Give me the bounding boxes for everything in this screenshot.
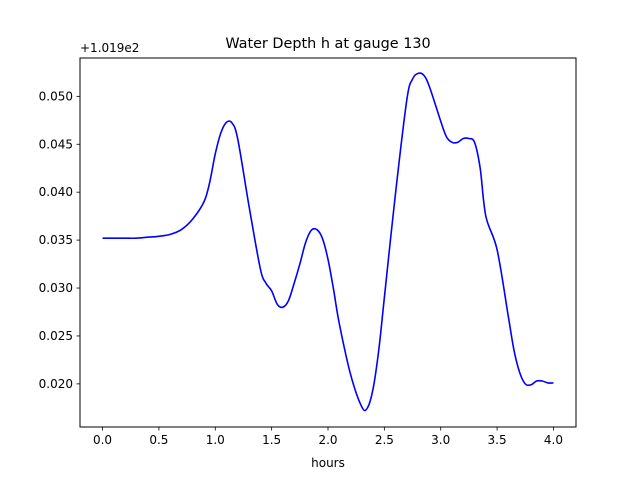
x-tick-label: 1.0 (206, 433, 225, 447)
y-tick-label: 0.040 (39, 185, 73, 199)
y-tick-label: 0.035 (39, 233, 73, 247)
x-tick-label: 1.5 (262, 433, 281, 447)
x-axis-label: hours (311, 456, 345, 470)
y-tick-label: 0.030 (39, 281, 73, 295)
x-tick-label: 2.5 (375, 433, 394, 447)
x-tick-label: 3.5 (488, 433, 507, 447)
plot-area (79, 57, 577, 428)
x-tick-label: 0.5 (149, 433, 168, 447)
y-axis-ticks: 0.020 0.025 0.030 0.035 0.040 0.045 0.050 (39, 89, 80, 391)
y-tick-label: 0.025 (39, 329, 73, 343)
x-tick-label: 4.0 (544, 433, 563, 447)
series-line (102, 72, 554, 412)
y-tick-label: 0.045 (39, 137, 73, 151)
x-tick-label: 2.0 (318, 433, 337, 447)
y-axis-offset-label: +1.019e2 (80, 41, 139, 55)
x-tick-label: 0.0 (93, 433, 112, 447)
y-tick-label: 0.020 (39, 377, 73, 391)
x-axis-ticks: 0.0 0.5 1.0 1.5 2.0 2.5 3.0 3.5 4.0 (93, 427, 563, 447)
x-tick-label: 3.0 (431, 433, 450, 447)
y-tick-label: 0.050 (39, 89, 73, 103)
chart-title: Water Depth h at gauge 130 (225, 36, 430, 52)
series-layer (102, 72, 554, 412)
